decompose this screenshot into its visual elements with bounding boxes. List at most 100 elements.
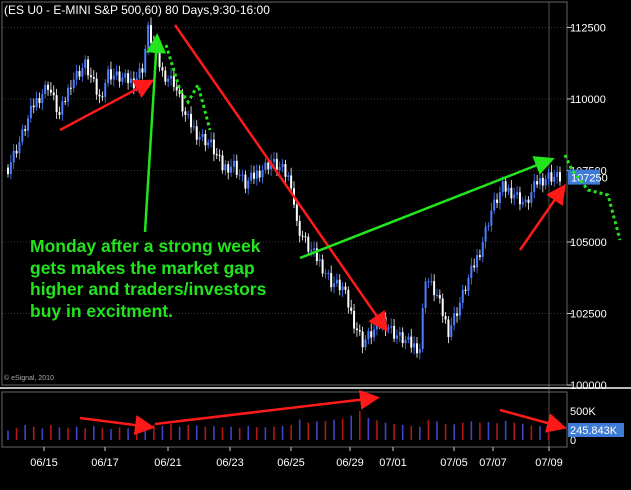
candle-body [507, 187, 510, 192]
candle-body [298, 220, 301, 236]
candle-body [98, 94, 101, 97]
candle-body [167, 78, 170, 82]
candle-body [144, 48, 147, 73]
volume-bar [256, 427, 258, 440]
volume-bar [419, 426, 421, 440]
candle-body [212, 139, 215, 155]
x-tick-label: 07/01 [379, 457, 407, 469]
volume-bar [358, 411, 361, 440]
candle-body [541, 177, 544, 186]
candle-body [387, 327, 390, 330]
candle-body [101, 96, 104, 98]
candle-body [427, 281, 430, 283]
candle-body [547, 172, 550, 179]
candle-body [344, 286, 347, 290]
candle-body [198, 136, 201, 140]
volume-bar [367, 417, 370, 440]
candle-body [255, 170, 258, 179]
candle-body [410, 336, 413, 348]
candle-body [318, 259, 321, 261]
candle-body [129, 78, 132, 83]
candle-body [418, 349, 421, 354]
candle-body [172, 75, 175, 87]
candle-body [398, 332, 401, 336]
candle-body [32, 105, 35, 108]
candle-body [24, 129, 27, 131]
candle-body [510, 187, 513, 199]
candle-body [29, 105, 32, 119]
volume-bar [135, 426, 138, 440]
volume-bar [144, 428, 147, 440]
volume-bar [410, 426, 413, 440]
candle-body [164, 70, 167, 82]
candle-body [315, 248, 318, 261]
candle-body [118, 71, 121, 82]
volume-bar [281, 426, 284, 440]
candle-body [72, 79, 75, 89]
candle-body [470, 265, 473, 278]
volume-bars [7, 411, 550, 440]
candle-body [124, 73, 127, 78]
candle-body [135, 78, 138, 89]
volume-bar [264, 427, 267, 440]
candle-body [438, 295, 441, 299]
candle-body [38, 98, 41, 104]
volume-bar [195, 425, 198, 440]
copyright-label: © eSignal, 2010 [4, 375, 54, 382]
candle-body [538, 177, 541, 185]
candle-body [41, 93, 44, 104]
volume-bar [153, 424, 155, 440]
candle-body [544, 178, 547, 186]
candle-body [187, 113, 190, 115]
candle-body [241, 174, 244, 176]
candle-body [15, 150, 18, 154]
candle-body [304, 236, 307, 238]
candle-body [347, 289, 350, 308]
candle-body [530, 192, 533, 203]
candle-body [230, 166, 233, 173]
candle-body [338, 279, 341, 291]
candle-body [244, 174, 247, 189]
candle-body [290, 175, 293, 189]
volume-bar [93, 426, 95, 440]
volume-bar [513, 422, 516, 440]
candle-body [61, 101, 64, 115]
arrow-red [59, 79, 155, 132]
candle-body [450, 325, 453, 338]
volume-bar [547, 425, 550, 440]
candle-body [84, 59, 87, 69]
candle-body [464, 289, 467, 291]
candle-body [87, 59, 90, 76]
candle-body [393, 326, 396, 339]
volume-bar [333, 419, 335, 440]
candle-body [150, 25, 152, 43]
axes: 100000102500105000107500110000112500500K… [0, 1, 631, 469]
candle-body [458, 302, 461, 316]
candle-body [201, 133, 204, 137]
candle-body [310, 249, 313, 252]
volume-bar [444, 423, 447, 440]
price-tick-label: 110000 [570, 94, 606, 106]
candle-body [527, 199, 530, 203]
candle-body [204, 133, 207, 146]
candle-body [27, 118, 30, 131]
candle-body [350, 307, 353, 311]
volume-bar [32, 426, 35, 440]
x-tick-label: 07/07 [479, 457, 507, 469]
volume-bar [101, 427, 104, 440]
candle-body [207, 142, 210, 146]
candle-body [444, 316, 447, 320]
candle-body [473, 265, 476, 268]
candle-body [341, 286, 344, 291]
candle-body [430, 281, 433, 283]
candle-body [258, 170, 261, 178]
candle-body [516, 192, 519, 195]
annotation-line: buy in excitment. [30, 300, 173, 321]
candle-body [536, 181, 539, 185]
volume-bar [324, 420, 327, 440]
x-tick-label: 06/29 [336, 457, 364, 469]
candle-body [55, 95, 58, 113]
candle-body [501, 181, 504, 193]
price-pane-border [1, 1, 568, 386]
